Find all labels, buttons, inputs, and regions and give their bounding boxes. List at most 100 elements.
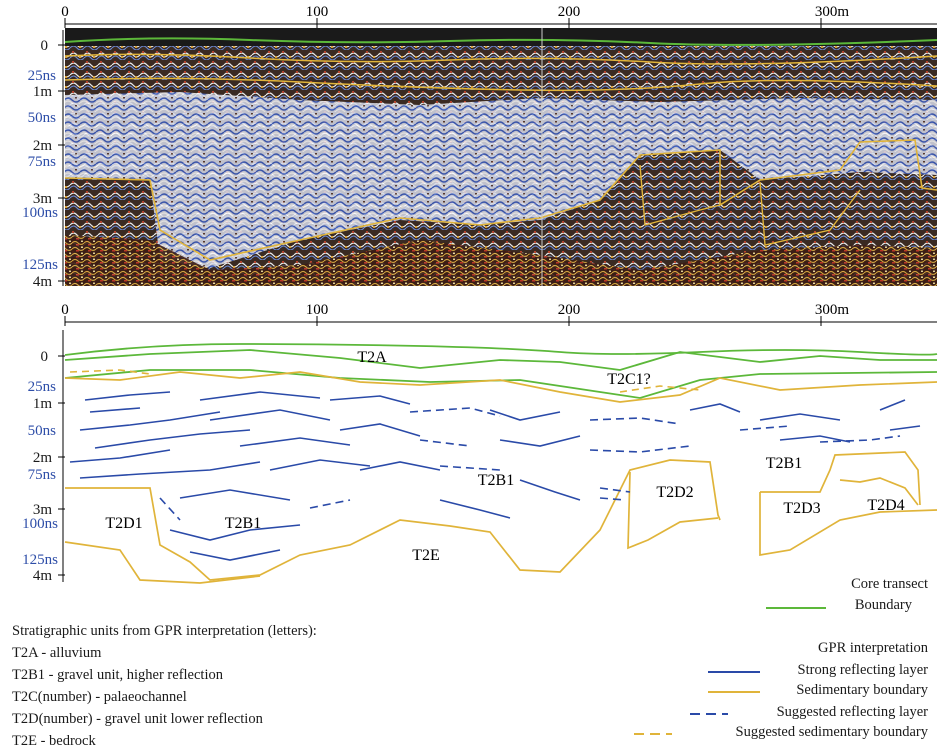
unit-t2b1-mid: T2B1 [478,472,514,489]
bottom-tick-0: 0 [61,302,69,318]
bottom-time-50ns: 50ns [28,423,57,439]
unit-t2b1-left: T2B1 [225,515,261,532]
reflector [519,479,581,501]
unit-t2e: T2E [412,547,440,564]
top-depth-2m: 2m [33,138,53,154]
units-legend-item: T2C(number) - palaeochannel [12,689,187,705]
reflector [94,429,251,449]
gpr-legend-suggested-reflecting: Suggested reflecting layer [776,704,928,720]
reflector [689,403,741,413]
reflector [269,459,371,471]
units-legend-item: T2E - bedrock [12,733,96,749]
top-depth-0: 0 [41,38,49,54]
top-time-125ns: 125ns [22,257,58,273]
radargram-boundary-2 [64,77,938,92]
bottom-tick-300m: 300m [815,302,850,318]
radargram-boundary-1 [64,53,938,65]
top-tick-200: 200 [558,4,581,20]
suggested-reflector [419,439,471,447]
top-distance-axis: 0 100 200 300m [61,4,937,28]
bottom-depth-1m: 1m [33,396,53,412]
radargram-surface-line [64,37,938,46]
sedimentary-boundaries [64,371,938,584]
suggested-reflector [739,425,791,431]
reflector [89,407,141,413]
units-legend-item: T2D(number) - gravel unit lower reflecti… [12,711,263,727]
suggested-reflector [309,499,351,509]
reflector [339,423,421,437]
boundary-d3-outline [759,492,938,557]
top-depth-4m: 4m [33,274,53,290]
strong-reflection-zone [65,92,937,268]
suggested-sedimentary-boundaries [69,369,701,393]
gpr-legend-title: GPR interpretation [818,640,928,656]
reflector [889,425,921,431]
radargram-channel-1 [639,164,721,226]
unit-t2d3: T2D3 [783,500,820,517]
bottom-tick-200: 200 [558,302,581,318]
bottom-depth-0: 0 [41,349,49,365]
top-time-25ns: 25ns [28,68,57,84]
suggested-boundary-2 [619,385,701,393]
boundary-d1-base [64,541,261,584]
reflector [79,411,221,431]
unit-t2d4: T2D4 [867,497,904,514]
unit-t2b1-right: T2B1 [766,455,802,472]
unit-labels: T2A T2C1? T2B1 T2B1 T2B1 T2D1 T2D2 T2D3 … [105,349,904,564]
radargram-boundary-3 [64,139,938,261]
gpr-legend-sedimentary: Sedimentary boundary [796,682,928,698]
strong-reflecting-layers [69,391,921,561]
reflector [189,549,281,561]
core-boundary-mid [64,349,937,371]
legend-symbols [634,607,826,735]
units-legend-item: T2A - alluvium [12,645,102,661]
boundary-alluvium-base [64,371,938,403]
boundary-bedrock-top [65,459,721,581]
suggested-reflector [589,417,681,425]
core-boundary-top [64,343,938,356]
top-tick-0: 0 [61,4,69,20]
bedrock-reflection-zone [65,235,937,286]
suggested-reflector [439,465,501,471]
reflector [879,399,906,411]
reflector [489,409,561,421]
reflector [439,499,511,519]
reflector [239,437,351,447]
core-legend-boundary: Boundary [854,597,912,613]
top-depth-1m: 1m [33,84,53,100]
unit-t2c1: T2C1? [607,371,651,388]
reflector [209,409,331,421]
suggested-reflecting-layers [159,407,901,521]
bottom-depth-3m: 3m [33,502,53,518]
bottom-depth-4m: 4m [33,568,53,584]
bottom-depth-axis: 0 25ns 1m 50ns 2m 75ns 3m 100ns 125ns 4m [22,330,65,584]
reflector [179,489,291,501]
reflector [359,461,441,471]
top-time-75ns: 75ns [28,154,57,170]
top-depth-axis: 0 25ns 1m 50ns 2m 75ns 3m 100ns 125ns 4m [22,30,65,290]
reflector [169,524,301,541]
reflector [499,435,581,447]
top-tick-100: 100 [306,4,329,20]
reflector [199,391,321,401]
bottom-distance-axis: 0 100 200 300m [61,302,937,326]
radargram-channel-2 [759,181,861,246]
suggested-reflector [599,487,631,493]
unit-t2a: T2A [357,349,387,366]
bottom-time-125ns: 125ns [22,552,58,568]
bottom-depth-2m: 2m [33,450,53,466]
units-legend: Stratigraphic units from GPR interpretat… [12,620,317,752]
units-legend-title: Stratigraphic units from GPR interpretat… [12,623,317,639]
top-time-50ns: 50ns [28,110,57,126]
suggested-reflector [409,407,501,417]
core-boundaries [64,343,938,399]
top-tick-300m: 300m [815,4,850,20]
core-legend-title: Core transect [851,576,928,592]
unit-t2d2: T2D2 [656,484,693,501]
bottom-tick-100: 100 [306,302,329,318]
suggested-boundary-1 [69,369,151,375]
top-time-100ns: 100ns [22,205,58,221]
bottom-time-100ns: 100ns [22,516,58,532]
reflector [779,435,851,443]
